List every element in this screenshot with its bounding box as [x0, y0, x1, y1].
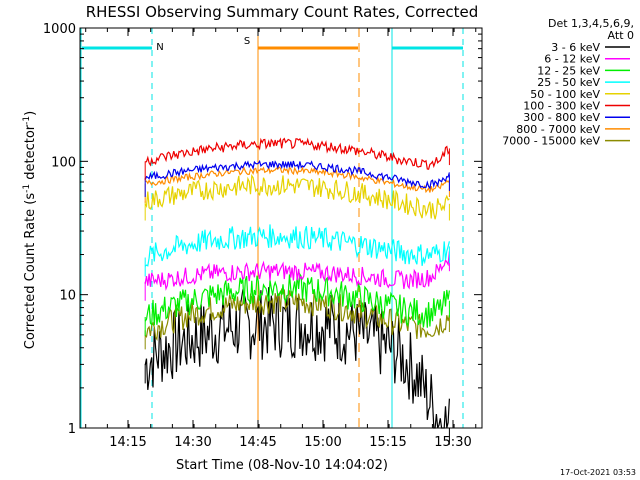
y-tick-label: 100 — [51, 155, 76, 170]
footer-timestamp: 17-Oct-2021 03:53 — [560, 468, 636, 477]
legend-entry-label: 50 - 100 keV — [530, 88, 600, 101]
series-line-segment — [145, 137, 450, 170]
series-25-50-kev — [144, 224, 450, 277]
legend-header-line-2: Att 0 — [608, 29, 634, 42]
x-tick-label: 15:00 — [304, 435, 341, 450]
legend-entry-label: 25 - 50 keV — [537, 76, 600, 89]
series-line-segment — [144, 272, 450, 328]
series-100-300-kev — [144, 137, 450, 181]
legend-header-line-1: Det 1,3,4,5,6,9, — [548, 17, 634, 30]
x-axis-label: Start Time (08-Nov-10 14:04:02) — [176, 458, 388, 473]
x-tick-label: 14:30 — [174, 435, 211, 450]
legend-entry-label: 100 - 300 keV — [523, 100, 600, 113]
x-tick-label: 14:45 — [239, 435, 276, 450]
legend-entry-label: 800 - 7000 keV — [516, 123, 600, 136]
legend-entry-label: 6 - 12 keV — [544, 53, 600, 66]
series-12-25-kev — [144, 272, 450, 337]
y-tick-label: 10 — [59, 289, 76, 304]
x-tick-label: 15:30 — [434, 435, 471, 450]
y-tick-label: 1000 — [43, 22, 76, 37]
series-50-100-kev — [144, 173, 450, 221]
legend-entry-label: 300 - 800 keV — [523, 111, 600, 124]
annotation-label-s: S — [244, 36, 250, 47]
series-line-segment — [144, 224, 450, 267]
series-line-segment — [144, 173, 450, 220]
x-tick-label: 14:15 — [109, 435, 146, 450]
annotation-label-n: N — [156, 42, 163, 53]
series-line-segment — [144, 251, 450, 291]
series-300-800-kev — [144, 159, 450, 198]
series-line-segment — [144, 288, 450, 341]
series-line-segment — [145, 165, 450, 194]
x-tick-label: 15:15 — [369, 435, 406, 450]
y-tick-label: 1 — [68, 422, 76, 437]
legend-entry-label: 7000 - 15000 keV — [502, 135, 600, 148]
series-line-segment — [144, 159, 450, 190]
legend-entry-label: 3 - 6 keV — [551, 41, 600, 54]
y-axis-label: Corrected Count Rate (s-1 detector-1) — [22, 111, 38, 349]
chart-title: RHESSI Observing Summary Count Rates, Co… — [86, 3, 479, 21]
legend-entry-label: 12 - 25 keV — [537, 64, 600, 77]
